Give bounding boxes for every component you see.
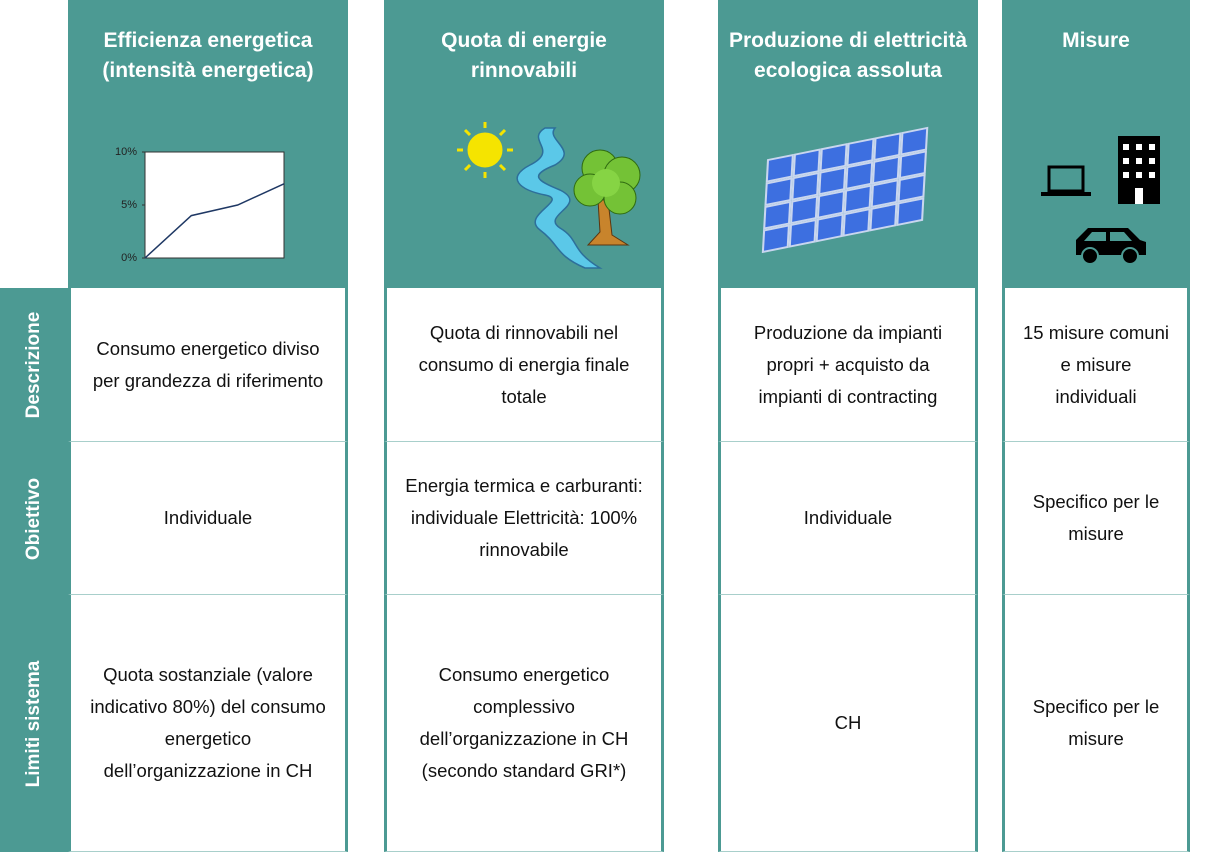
table-cell: Specifico per le misure <box>1002 595 1190 852</box>
mini-chart: 0% 5% 10% <box>115 146 285 264</box>
cell-text: Specifico per le misure <box>1032 491 1160 544</box>
cell-text: Consumo energetico diviso per grandezza … <box>92 337 324 391</box>
row-label-text: Limiti sistema <box>23 660 44 787</box>
table-cell: Individuale <box>68 442 348 595</box>
cell-text: Quota di rinnovabili nel consumo di ener… <box>418 321 630 407</box>
y-tick-label: 0% <box>121 252 137 264</box>
table-cell: Specifico per le misure <box>1002 442 1190 595</box>
table-cell: CH <box>718 595 978 852</box>
row-label: Limiti sistema <box>0 595 68 852</box>
cell-text: Consumo energetico complessivo dell’orga… <box>419 664 629 781</box>
table-cell: Energia termica e carburanti: individual… <box>384 442 664 595</box>
cell-text: Quota sostanziale (valore indicativo 80%… <box>90 664 326 781</box>
table-cell: Produzione da impianti propri + acquisto… <box>718 288 978 442</box>
column-header: Efficienza energetica (intensità energet… <box>68 0 348 288</box>
column-header: Misure <box>1002 0 1190 288</box>
column-header: Produzione di elettricità ecologica asso… <box>718 0 978 288</box>
row-label-text: Obiettivo <box>23 477 44 560</box>
column-title: Quota di energie rinnovabili <box>441 29 607 82</box>
cell-text: Energia termica e carburanti: individual… <box>405 475 643 560</box>
table-cell: 15 misure comuni e misure individuali <box>1002 288 1190 442</box>
table-cell: Consumo energetico diviso per grandezza … <box>68 288 348 442</box>
row-label-text: Descrizione <box>23 311 44 419</box>
column-title: Efficienza energetica (intensità energet… <box>102 29 314 82</box>
y-tick-label: 5% <box>121 199 137 211</box>
column-header: Quota di energie rinnovabili <box>384 0 664 288</box>
column-title: Misure <box>1062 29 1130 52</box>
table-cell: Consumo energetico complessivo dell’orga… <box>384 595 664 852</box>
table-cell: Quota sostanziale (valore indicativo 80%… <box>68 595 348 852</box>
y-tick-label: 10% <box>115 146 137 158</box>
cell-text: Individuale <box>163 507 253 528</box>
cell-text: Individuale <box>803 507 893 528</box>
row-label: Descrizione <box>0 288 68 442</box>
table-cell: Individuale <box>718 442 978 595</box>
cell-text: Produzione da impianti propri + acquisto… <box>753 321 943 407</box>
column-title: Produzione di elettricità ecologica asso… <box>728 29 968 82</box>
cell-text: CH <box>834 712 862 733</box>
row-label: Obiettivo <box>0 442 68 595</box>
data-line <box>144 183 285 259</box>
cell-text: 15 misure comuni e misure individuali <box>1022 321 1169 407</box>
plot-area <box>144 151 285 259</box>
table-cell: Quota di rinnovabili nel consumo di ener… <box>384 288 664 442</box>
cell-text: Specifico per le misure <box>1032 696 1160 749</box>
